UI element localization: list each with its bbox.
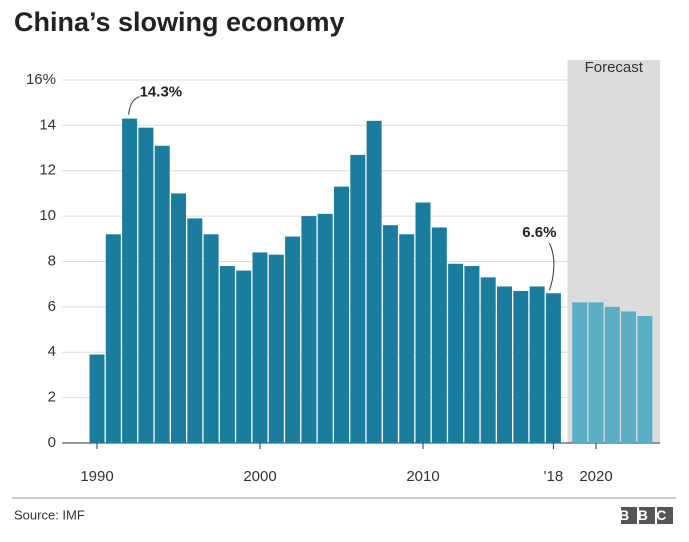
y-tick-label: 12 bbox=[39, 162, 56, 179]
bar bbox=[637, 315, 653, 443]
bar bbox=[252, 252, 268, 443]
bar bbox=[621, 311, 637, 443]
bar bbox=[154, 145, 170, 443]
forecast-label: Forecast bbox=[585, 59, 644, 76]
bar bbox=[382, 225, 398, 443]
bar bbox=[415, 202, 431, 443]
bar bbox=[334, 186, 349, 443]
bar bbox=[545, 293, 561, 443]
y-tick-label: 14 bbox=[39, 116, 56, 133]
bar bbox=[399, 234, 415, 443]
bar bbox=[431, 227, 447, 443]
bar bbox=[187, 218, 203, 443]
bar bbox=[236, 270, 252, 443]
bar bbox=[513, 290, 529, 443]
y-tick-label: 0 bbox=[48, 434, 56, 451]
x-tick-label: 2020 bbox=[579, 468, 612, 485]
y-tick-label: 4 bbox=[48, 343, 56, 360]
bar bbox=[588, 302, 604, 443]
logo-text: BBC bbox=[619, 507, 675, 523]
y-tick-label: 2 bbox=[48, 389, 56, 406]
bar bbox=[203, 234, 219, 443]
logo: BBC bbox=[619, 507, 675, 524]
bar bbox=[350, 154, 366, 443]
y-tick-label: 6 bbox=[48, 298, 56, 315]
bar bbox=[480, 277, 496, 443]
bar bbox=[122, 118, 138, 443]
bar bbox=[572, 302, 588, 443]
y-tick-label: 8 bbox=[48, 252, 56, 269]
bar bbox=[138, 127, 154, 444]
bar bbox=[464, 266, 480, 443]
bar bbox=[268, 254, 284, 443]
annotation-arrow bbox=[548, 243, 555, 291]
chart-title: China’s slowing economy bbox=[14, 7, 345, 37]
bar bbox=[219, 266, 235, 443]
bar bbox=[529, 286, 545, 443]
x-tick-label: 2000 bbox=[243, 468, 276, 485]
y-tick-label: 16% bbox=[26, 71, 56, 88]
source: Source: IMF bbox=[14, 507, 85, 522]
x-tick-label: '18 bbox=[544, 468, 564, 485]
x-tick-label: 2010 bbox=[406, 468, 439, 485]
bar bbox=[105, 234, 121, 443]
bar bbox=[497, 286, 512, 443]
value-label: 6.6% bbox=[522, 224, 556, 241]
value-label: 14.3% bbox=[140, 84, 183, 101]
bar bbox=[317, 213, 333, 443]
bar bbox=[89, 354, 105, 443]
bar bbox=[366, 120, 382, 444]
bar bbox=[604, 306, 620, 443]
y-tick-label: 10 bbox=[39, 207, 56, 224]
annotation-arrow bbox=[128, 96, 140, 115]
bar bbox=[285, 236, 301, 443]
bar bbox=[448, 263, 464, 443]
bar bbox=[301, 216, 317, 443]
bar bbox=[171, 193, 186, 443]
x-tick-label: 1990 bbox=[80, 468, 113, 485]
